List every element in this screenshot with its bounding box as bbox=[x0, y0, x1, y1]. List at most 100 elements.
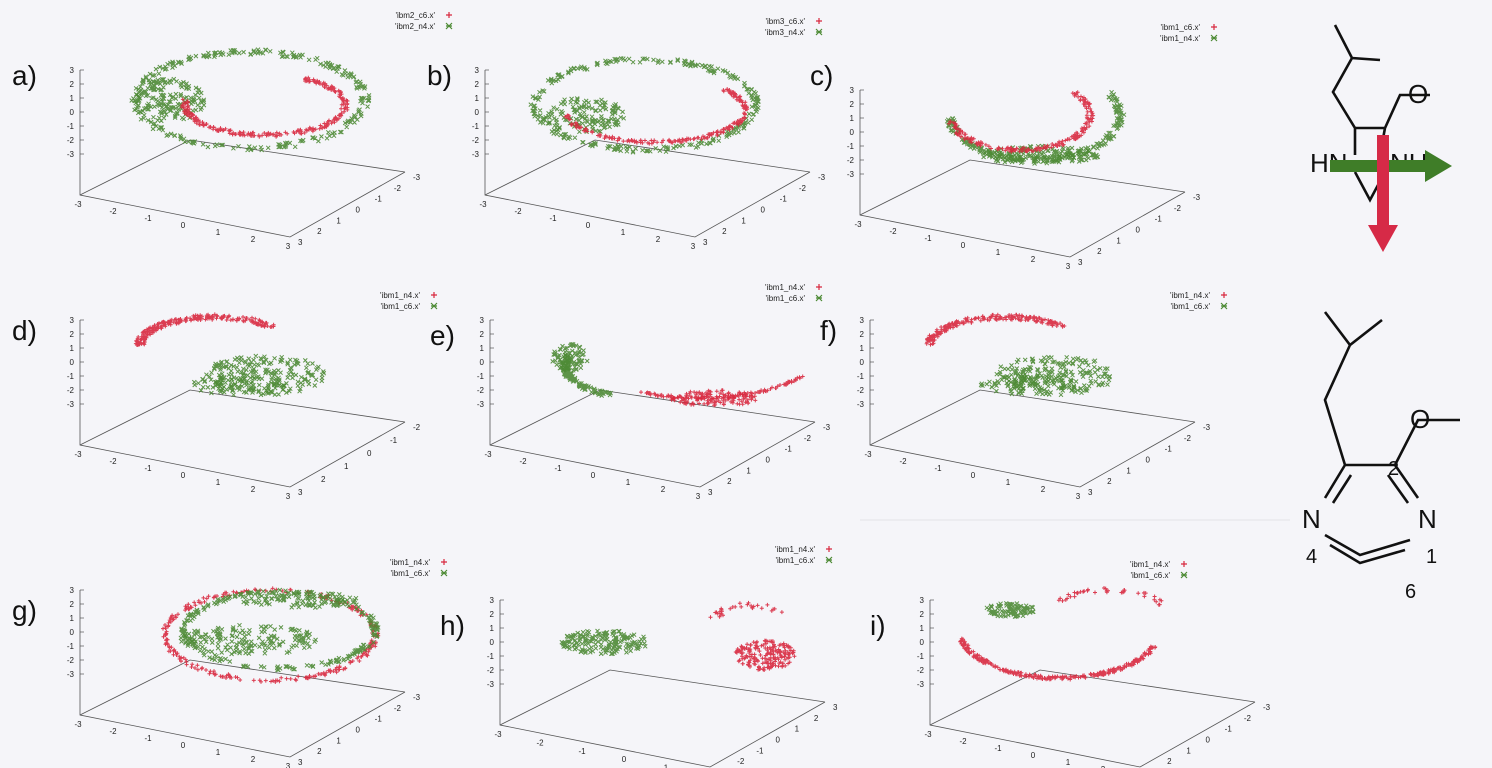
x-tick-label: -2 bbox=[959, 737, 967, 746]
x-tick-label: 0 bbox=[1031, 751, 1036, 760]
z-tick-label: -3 bbox=[67, 150, 75, 159]
z-tick-label: 1 bbox=[70, 344, 75, 353]
x-tick-label: 0 bbox=[961, 241, 966, 250]
x-tick-label: 0 bbox=[586, 221, 591, 230]
point-cloud bbox=[1056, 586, 1164, 607]
z-tick-label: -1 bbox=[917, 652, 925, 661]
z-tick-label: -2 bbox=[67, 386, 75, 395]
x-tick-label: -1 bbox=[578, 747, 586, 756]
x-tick-label: 3 bbox=[1076, 492, 1081, 501]
z-tick-label: 0 bbox=[70, 358, 75, 367]
x-tick-label: 1 bbox=[216, 478, 221, 487]
x-tick-label: -1 bbox=[549, 214, 557, 223]
point-cloud bbox=[550, 341, 590, 373]
x-tick-label: 1 bbox=[996, 248, 1001, 257]
point-cloud bbox=[980, 143, 1101, 166]
z-tick-label: 0 bbox=[475, 108, 480, 117]
legend-label: 'ibm1_c6.x' bbox=[1170, 302, 1210, 311]
y-tick-label: -2 bbox=[413, 423, 421, 432]
point-cloud bbox=[528, 56, 761, 155]
point-cloud bbox=[179, 75, 350, 139]
y-tick-label: -1 bbox=[375, 715, 383, 724]
legend-label: 'ibm2_n4.x' bbox=[395, 22, 435, 31]
z-tick-label: 3 bbox=[70, 316, 75, 325]
y-tick-label: 0 bbox=[367, 449, 372, 458]
legend-marker bbox=[815, 28, 823, 36]
point-cloud bbox=[559, 628, 648, 657]
y-tick-label: -1 bbox=[780, 195, 788, 204]
y-tick-label: -2 bbox=[737, 757, 745, 766]
legend-label: 'ibm1_c6.x' bbox=[775, 556, 815, 565]
z-tick-label: 1 bbox=[860, 344, 865, 353]
legend-marker bbox=[430, 302, 438, 310]
legend-label: 'ibm1_c6.x' bbox=[390, 569, 430, 578]
x-tick-label: 0 bbox=[622, 755, 627, 764]
position-label: 4 bbox=[1306, 546, 1317, 568]
scatter-panel: i)3210-1-2-3-3-2-101233210-1-2-3'ibm1_n4… bbox=[870, 560, 1271, 768]
y-tick-label: 0 bbox=[761, 206, 766, 215]
legend-marker bbox=[815, 294, 823, 302]
x-tick-label: -2 bbox=[109, 727, 117, 736]
z-tick-label: -3 bbox=[67, 670, 75, 679]
x-tick-label: 2 bbox=[251, 755, 256, 764]
legend-marker bbox=[816, 284, 822, 290]
legend-label: 'ibm3_c6.x' bbox=[765, 17, 805, 26]
point-cloud bbox=[669, 388, 758, 408]
y-tick-label: -1 bbox=[756, 746, 764, 755]
point-cloud bbox=[178, 622, 318, 657]
y-tick-label: -2 bbox=[394, 704, 402, 713]
y-tick-label: 2 bbox=[722, 227, 727, 236]
x-tick-label: -2 bbox=[536, 738, 544, 747]
z-tick-label: 0 bbox=[490, 638, 495, 647]
x-tick-label: -3 bbox=[924, 730, 932, 739]
legend-marker bbox=[1220, 302, 1228, 310]
x-tick-label: -2 bbox=[514, 207, 522, 216]
z-tick-label: 1 bbox=[70, 614, 75, 623]
z-tick-label: -1 bbox=[472, 122, 480, 131]
x-tick-label: 2 bbox=[251, 485, 256, 494]
axis-box bbox=[929, 600, 1256, 768]
z-tick-label: 1 bbox=[70, 94, 75, 103]
legend-marker bbox=[1221, 292, 1227, 298]
x-tick-label: -3 bbox=[74, 200, 82, 209]
x-tick-label: 0 bbox=[181, 221, 186, 230]
point-cloud bbox=[944, 89, 1127, 165]
y-tick-label: 1 bbox=[1116, 236, 1121, 245]
y-tick-label: -3 bbox=[1203, 423, 1211, 432]
axis-box bbox=[79, 320, 406, 488]
position-label: 1 bbox=[1426, 546, 1437, 568]
z-tick-label: 0 bbox=[70, 108, 75, 117]
y-tick-label: 1 bbox=[1126, 466, 1131, 475]
z-tick-label: 1 bbox=[490, 624, 495, 633]
x-tick-label: -2 bbox=[899, 457, 907, 466]
x-tick-label: 3 bbox=[286, 762, 291, 768]
z-tick-label: -2 bbox=[917, 666, 925, 675]
point-cloud bbox=[958, 636, 1158, 682]
legend-label: 'ibm1_c6.x' bbox=[380, 302, 420, 311]
x-tick-label: 3 bbox=[286, 242, 291, 251]
y-tick-label: 0 bbox=[1136, 226, 1141, 235]
z-tick-label: 3 bbox=[70, 586, 75, 595]
x-tick-label: 2 bbox=[1101, 765, 1106, 768]
panel-label: g) bbox=[12, 595, 37, 626]
x-tick-label: 2 bbox=[661, 485, 666, 494]
z-tick-label: 2 bbox=[490, 610, 495, 619]
x-tick-label: 3 bbox=[691, 242, 696, 251]
y-tick-label: 2 bbox=[317, 227, 322, 236]
point-cloud bbox=[558, 350, 613, 398]
legend-label: 'ibm1_n4.x' bbox=[775, 545, 815, 554]
panel-label: e) bbox=[430, 320, 455, 351]
y-tick-label: 1 bbox=[1186, 746, 1191, 755]
z-tick-label: 3 bbox=[920, 596, 925, 605]
z-tick-label: -1 bbox=[847, 142, 855, 151]
y-tick-label: 1 bbox=[795, 725, 800, 734]
y-tick-label: 2 bbox=[1167, 757, 1172, 766]
x-tick-label: -1 bbox=[144, 734, 152, 743]
x-tick-label: -1 bbox=[924, 234, 932, 243]
y-tick-label: -3 bbox=[413, 693, 421, 702]
x-tick-label: -3 bbox=[74, 720, 82, 729]
x-tick-label: 2 bbox=[656, 235, 661, 244]
